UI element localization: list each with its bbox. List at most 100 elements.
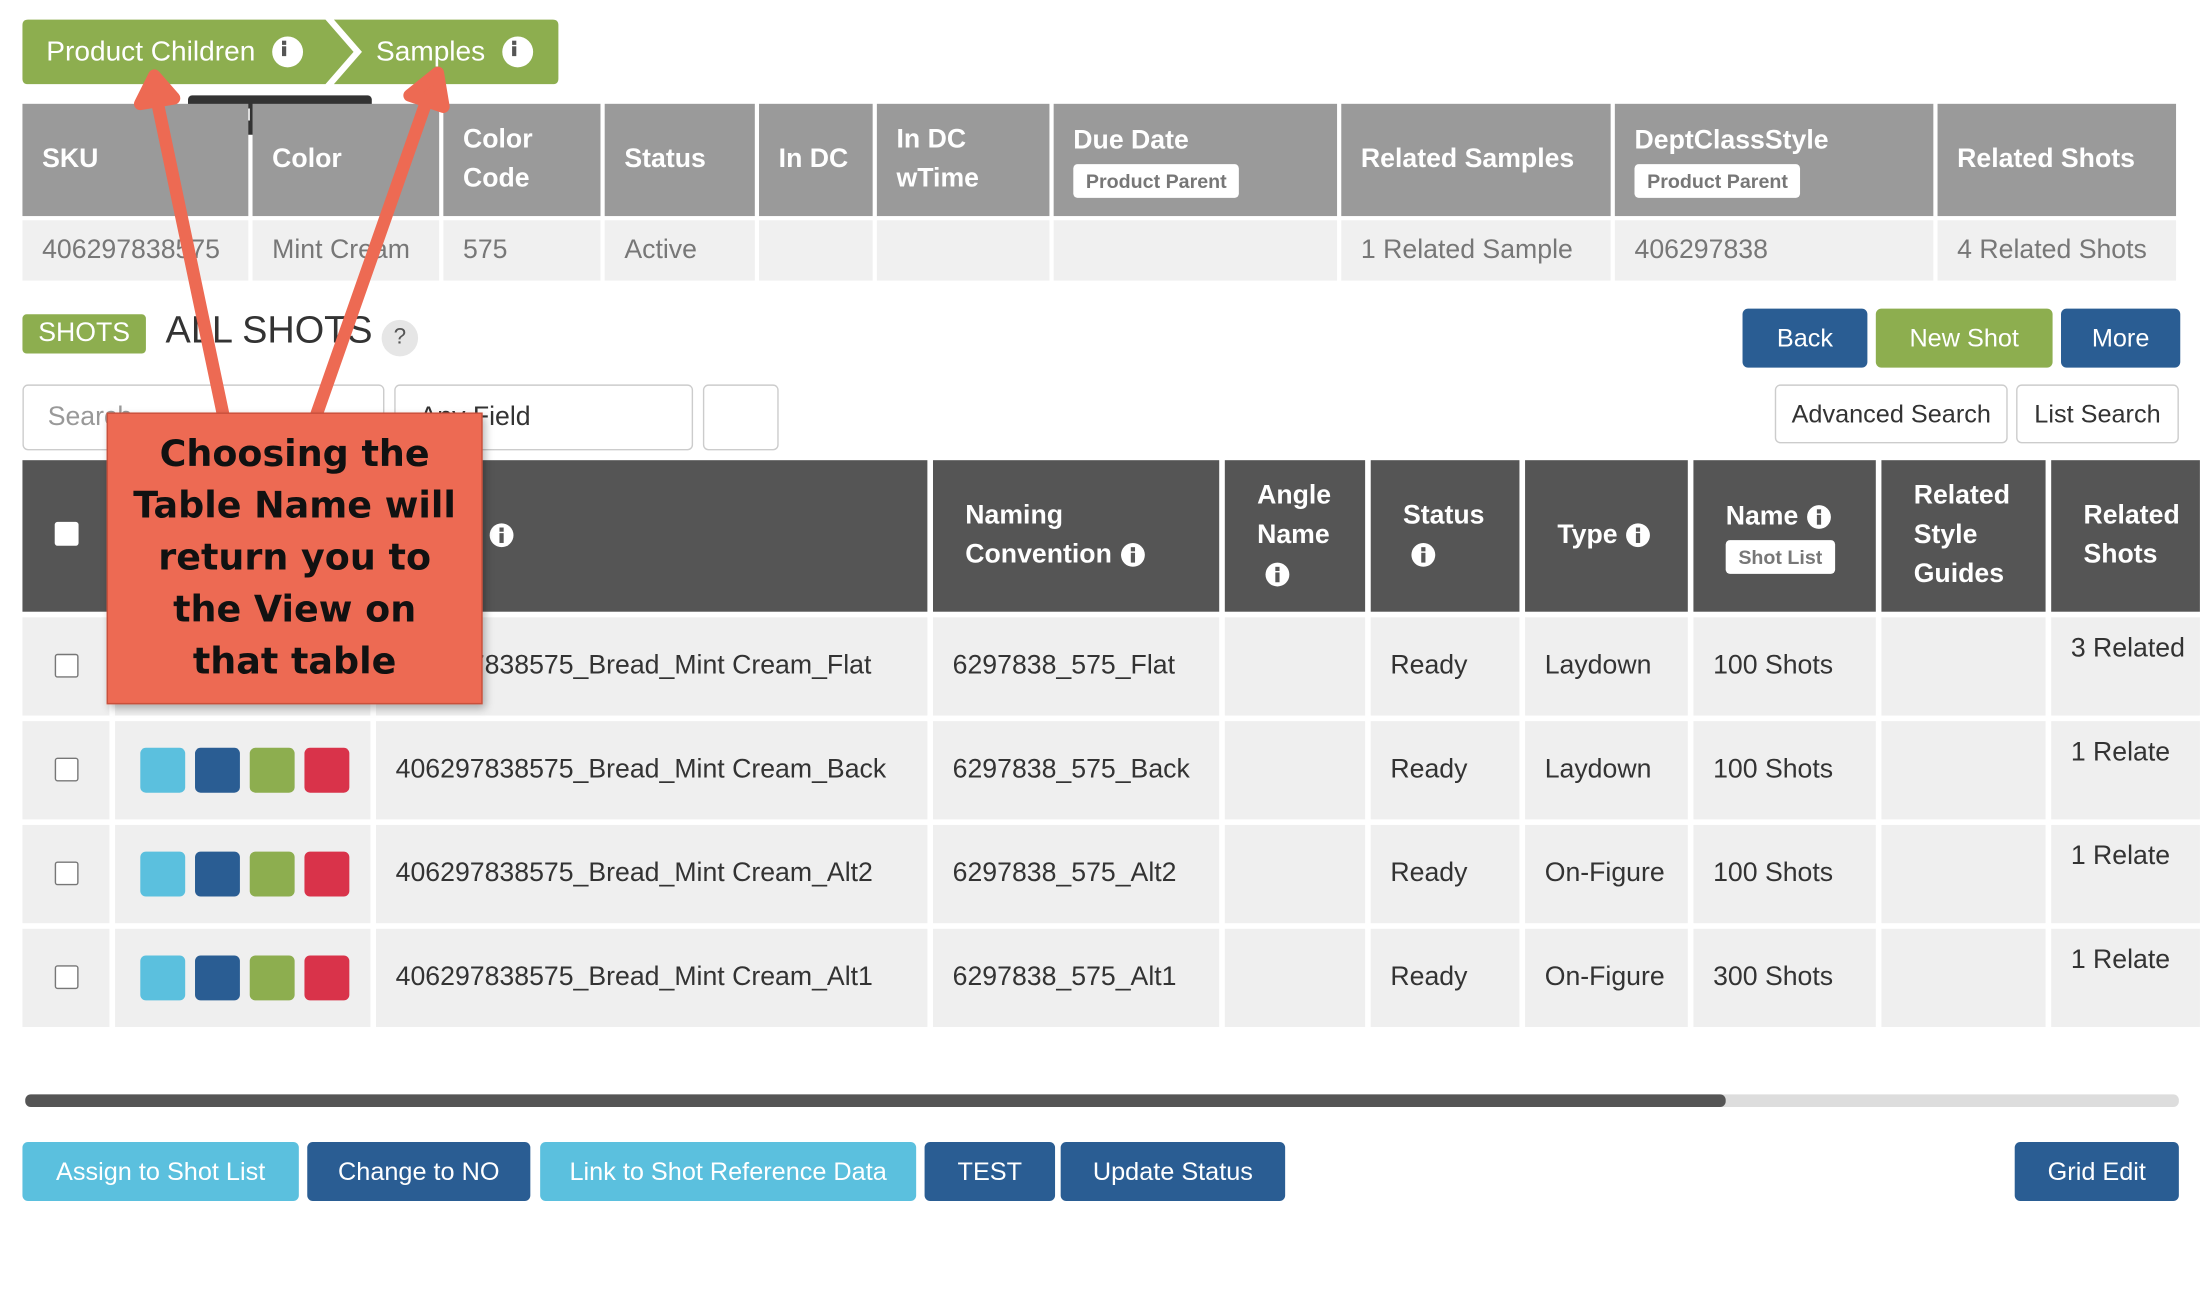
- row-checkbox[interactable]: [54, 965, 79, 990]
- action-button[interactable]: More: [2061, 308, 2181, 368]
- row-cell: Ready: [1370, 824, 1520, 924]
- row-action[interactable]: [304, 851, 350, 897]
- header-cell: Related Samples: [1341, 103, 1611, 217]
- row-cell: 100 Shots: [1693, 617, 1876, 716]
- row-action[interactable]: [195, 851, 240, 897]
- row-cell: 6297838_575_Back: [932, 721, 1220, 820]
- row-cell: Ready: [1370, 721, 1520, 820]
- header-label: Name: [1726, 498, 1831, 537]
- header-label: Angle Name: [1257, 477, 1333, 595]
- row-cell: 6297838_575_Flat: [932, 617, 1220, 716]
- info-icon: [489, 523, 514, 548]
- action-button[interactable]: Back: [1742, 308, 1868, 368]
- row-cell: [1881, 824, 2046, 924]
- info-icon: [272, 36, 304, 68]
- bulk-button[interactable]: Assign to Shot List: [22, 1142, 299, 1201]
- row-cell: [1224, 721, 1366, 820]
- row-cell: 100 Shots: [1693, 721, 1876, 820]
- info-icon: [1806, 505, 1831, 530]
- row-cell: [1881, 928, 2046, 1027]
- row-action[interactable]: [140, 851, 186, 897]
- row-cell: 100 Shots: [1693, 824, 1876, 924]
- row-cell: Ready: [1370, 928, 1520, 1027]
- row-cell: Ready: [1370, 617, 1520, 716]
- table-cell: 406297838: [1614, 220, 1934, 281]
- header-label: Related Style Guides: [1913, 481, 2010, 590]
- header-cell: In DC: [759, 103, 873, 217]
- breadcrumb[interactable]: Product Children: [46, 22, 304, 81]
- row-cell: 406297838575_Bread_Mint Cream_Alt1: [376, 928, 928, 1027]
- table-cell: Mint Cream: [252, 220, 440, 281]
- row-action[interactable]: [195, 955, 240, 1001]
- header-cell: Due Date Product Parent: [1053, 103, 1338, 217]
- arrow: [133, 69, 231, 423]
- row-action[interactable]: [195, 747, 240, 793]
- action-button[interactable]: New Shot: [1875, 308, 2053, 368]
- row-cell: Laydown: [1525, 721, 1688, 820]
- table-cell: [1053, 220, 1338, 281]
- row-cell: On-Figure: [1525, 928, 1688, 1027]
- row-action[interactable]: [304, 955, 350, 1001]
- header-label: DeptClassStyle: [1634, 126, 1829, 156]
- help-icon: ?: [381, 319, 419, 357]
- row-cell: [1224, 928, 1366, 1027]
- header-cell: Name Shot List: [1693, 460, 1876, 612]
- row-action[interactable]: [304, 747, 350, 793]
- row-cell: 6297838_575_Alt2: [932, 824, 1220, 924]
- info-icon: [1411, 543, 1436, 568]
- header-badge: Product Parent: [1634, 164, 1801, 198]
- header-cell: SKU: [22, 103, 249, 217]
- callout: Choosing the Table Name will return you …: [106, 412, 483, 705]
- header-label: Status: [624, 144, 706, 174]
- row-cell: 1 Relate: [2051, 928, 2200, 1027]
- header-label: Color Code: [462, 124, 533, 194]
- row-action[interactable]: [249, 851, 295, 897]
- bulk-button[interactable]: Update Status: [1060, 1142, 1286, 1201]
- header-cell: Status: [1370, 460, 1520, 612]
- bulk-button[interactable]: Link to Shot Reference Data: [540, 1142, 917, 1201]
- header-cell: Color Code: [443, 103, 601, 217]
- bulk-button[interactable]: Change to NO: [307, 1142, 531, 1201]
- search-option-button[interactable]: Advanced Search: [1774, 384, 2008, 444]
- select-all[interactable]: [54, 521, 79, 546]
- table-cell: 4 Related Shots: [1937, 220, 2177, 281]
- row-cell: 300 Shots: [1693, 928, 1876, 1027]
- row-cell: [1881, 721, 2046, 820]
- row-cell: On-Figure: [1525, 824, 1688, 924]
- header-cell: In DC wTime: [876, 103, 1050, 217]
- header-label: SKU: [42, 144, 99, 174]
- header-label: Type: [1557, 516, 1650, 555]
- header-label: Due Date: [1073, 126, 1189, 156]
- table-cell: 1 Related Sample: [1341, 220, 1611, 281]
- bulk-button[interactable]: TEST: [924, 1142, 1056, 1201]
- header-label: Related Shots: [1957, 144, 2135, 174]
- row-cell: 1 Relate: [2051, 721, 2200, 820]
- breadcrumb[interactable]: Samples: [376, 22, 533, 81]
- row-action[interactable]: [140, 747, 186, 793]
- info-icon: [502, 36, 533, 68]
- row-cell: [1224, 617, 1366, 716]
- scroll-thumb: [25, 1094, 1726, 1107]
- row-checkbox[interactable]: [54, 861, 79, 886]
- header-label: In DC: [778, 144, 849, 174]
- shots-badge: SHOTS: [22, 314, 146, 354]
- row-cell: Laydown: [1525, 617, 1688, 716]
- row-action[interactable]: [249, 955, 295, 1001]
- row-cell: 6297838_575_Alt1: [932, 928, 1220, 1027]
- search-option-button[interactable]: List Search: [2016, 384, 2179, 444]
- header-label: Status: [1403, 497, 1487, 576]
- row-checkbox[interactable]: [54, 757, 79, 782]
- row-checkbox[interactable]: [54, 653, 79, 678]
- header-cell: Angle Name: [1224, 460, 1366, 612]
- row-action[interactable]: [249, 747, 295, 793]
- row-action[interactable]: [140, 955, 186, 1001]
- header-cell: Naming Convention: [932, 460, 1220, 612]
- table-cell: Active: [604, 220, 755, 281]
- bulk-button[interactable]: Grid Edit: [2014, 1142, 2179, 1201]
- header-label: Related Shots: [2083, 500, 2180, 570]
- info-icon: [1120, 543, 1145, 568]
- search-button[interactable]: [702, 384, 779, 451]
